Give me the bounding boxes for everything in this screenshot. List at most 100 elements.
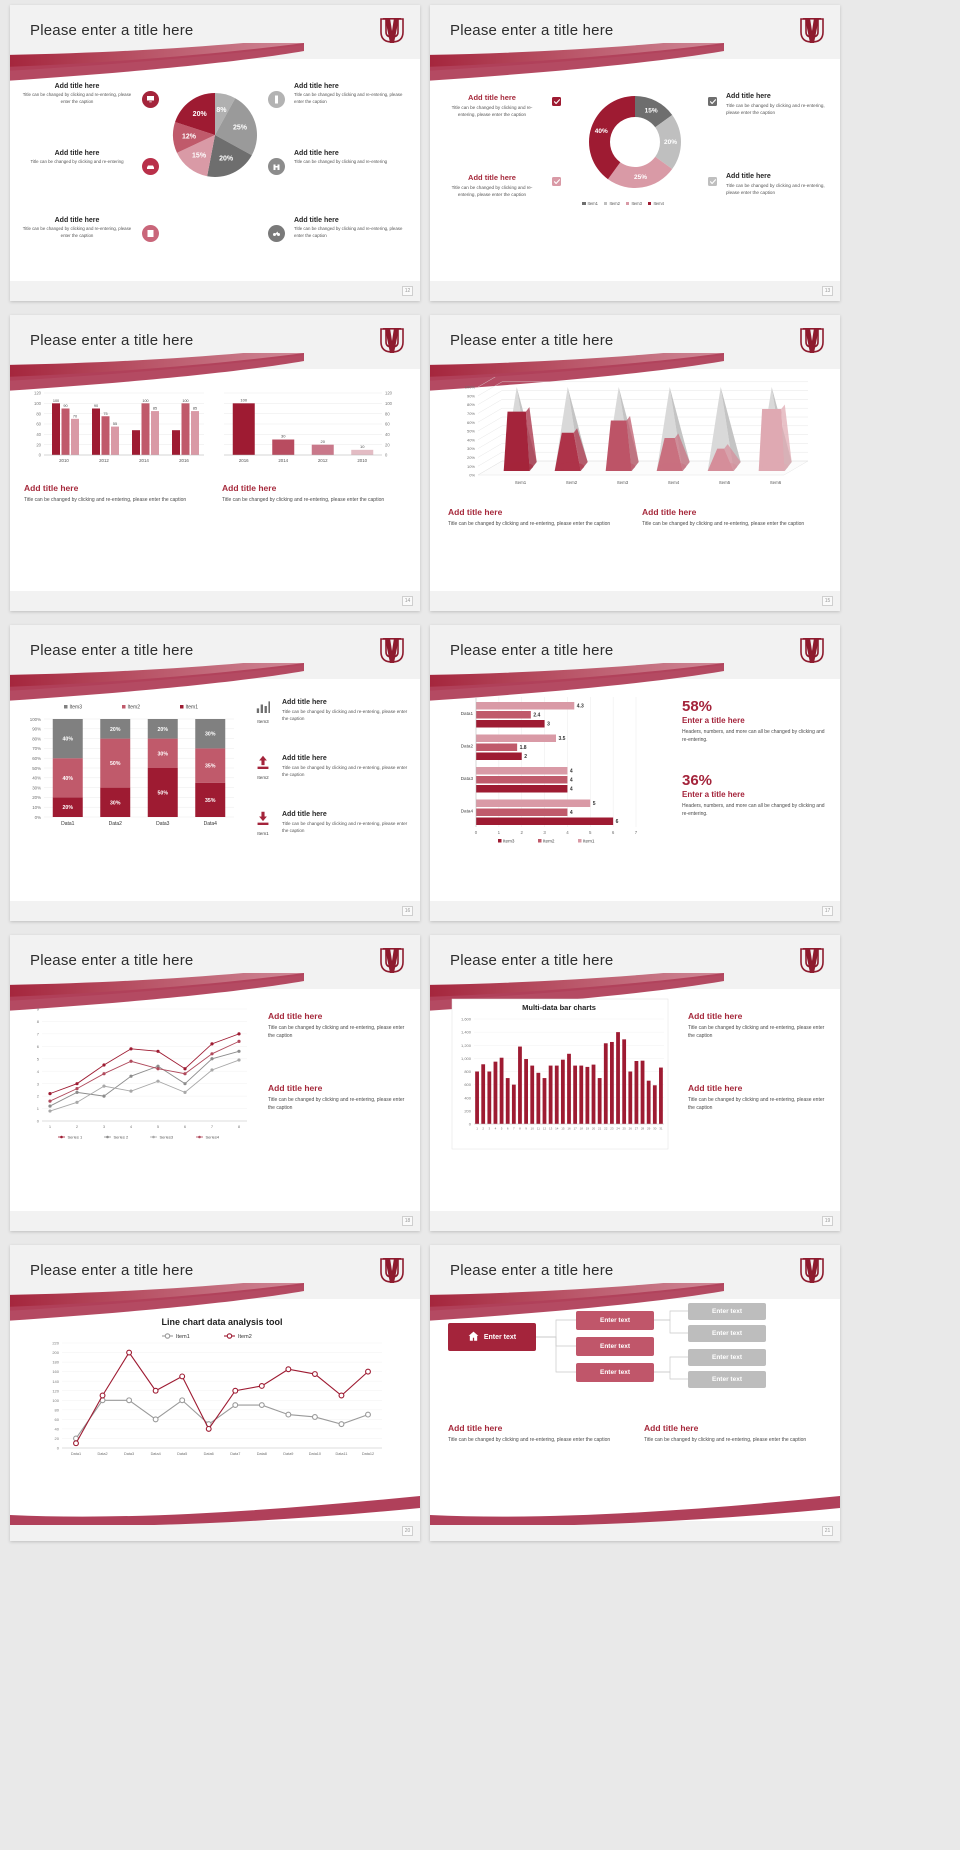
svg-text:2014: 2014 [139,458,149,463]
check-icon [709,98,716,104]
page-number: 18 [402,1216,413,1226]
caption-body: Title can be changed by clicking and re-… [688,1025,825,1039]
svg-text:Data3: Data3 [461,776,474,781]
home-icon [468,1331,479,1341]
vu-monogram-logo [800,638,824,663]
caption-body: Title can be changed by clicking and re-… [644,1437,807,1443]
vu-monogram-logo [800,18,824,43]
flow-mid-node[interactable]: Enter text [576,1337,654,1356]
svg-text:90: 90 [63,404,67,408]
text-block: Add title here Title can be changed by cl… [444,173,540,198]
svg-text:1: 1 [37,1106,40,1111]
svg-text:8%: 8% [216,107,227,114]
checkbox-icon[interactable] [552,97,561,106]
svg-text:120: 120 [34,391,42,396]
svg-text:25: 25 [622,1127,626,1131]
svg-text:20%: 20% [158,727,169,733]
svg-text:90%: 90% [32,727,41,732]
text-block-title: Add title here [468,93,516,102]
svg-text:Data4: Data4 [151,1452,161,1456]
vu-monogram-logo [380,18,404,43]
slide-15: Please enter a title here 15 0% 10% 20% 30% 40… [430,315,840,611]
svg-text:Item1: Item1 [515,480,527,485]
book-icon-badge [142,225,159,242]
svg-text:6: 6 [37,1044,40,1049]
svg-text:35%: 35% [205,764,216,770]
svg-text:3: 3 [547,722,550,728]
slide-footer [10,281,420,301]
svg-text:3: 3 [488,1127,490,1131]
svg-text:2016: 2016 [239,458,249,463]
slide-header: Please enter a title here [430,315,840,369]
legend-swatch [625,201,630,206]
caption-block: Add title here Title can be changed by cl… [644,1423,826,1444]
checkbox-icon[interactable] [708,177,717,186]
flow-root-node[interactable]: Enter text [448,1323,536,1351]
svg-text:5: 5 [589,830,592,835]
page-number: 20 [402,1526,413,1536]
svg-text:5: 5 [501,1127,503,1131]
slide-header: Please enter a title here [430,1245,840,1299]
text-block: Add title here Title can be changed by cl… [282,755,410,778]
svg-text:Multi-data bar charts: Multi-data bar charts [522,1003,596,1012]
checkbox-icon[interactable] [552,177,561,186]
svg-text:Data7: Data7 [230,1452,240,1456]
svg-text:30%: 30% [158,751,169,757]
vu-monogram-logo [800,328,824,353]
flow-mid-node[interactable]: Enter text [576,1311,654,1330]
svg-text:24: 24 [616,1127,620,1131]
svg-text:Item1: Item1 [176,1334,190,1340]
svg-text:20%: 20% [664,139,677,146]
svg-text:60%: 60% [467,420,475,425]
svg-text:4: 4 [495,1127,497,1131]
svg-text:23: 23 [610,1127,614,1131]
flow-leaf-node[interactable]: Enter text [688,1349,766,1366]
svg-text:85: 85 [193,407,197,411]
slide-12: Please enter a title here 12 8% 25% 20% 15% 12… [10,5,420,301]
svg-text:40%: 40% [63,776,74,782]
slide-16: Please enter a title here 16 0% 10% 20% 30% 40… [10,625,420,921]
svg-text:4: 4 [37,1069,40,1074]
svg-text:55: 55 [113,422,117,426]
caption-block: Add title here Title can be changed by cl… [24,483,204,504]
svg-text:27: 27 [635,1127,639,1131]
svg-text:1,600: 1,600 [461,1017,472,1022]
stat-title: Enter a title here [682,789,745,799]
home-icon-wrap [468,1331,479,1344]
slide-title: Please enter a title here [30,22,194,39]
svg-text:Data9: Data9 [283,1452,293,1456]
text-block-title: Add title here [468,173,516,182]
svg-text:7: 7 [37,1031,40,1036]
svg-text:2: 2 [37,1094,40,1099]
caption-title: Add title here [222,483,277,493]
vu-monogram-logo [380,328,404,353]
svg-text:Data3: Data3 [156,821,170,827]
caption-title: Add title here [268,1083,323,1093]
slide-title: Please enter a title here [450,1262,614,1279]
checkbox-icon[interactable] [708,97,717,106]
flow-leaf-node[interactable]: Enter text [688,1371,766,1388]
svg-text:100%: 100% [465,385,476,390]
svg-text:2016: 2016 [179,458,189,463]
flow-mid-node[interactable]: Enter text [576,1363,654,1382]
text-block-body: Title can be changed by clicking and re-… [282,821,408,834]
slide-header: Please enter a title here [430,5,840,59]
text-block: Add title here Title can be changed by cl… [282,811,410,834]
flow-leaf-node[interactable]: Enter text [688,1325,766,1342]
flow-leaf-node[interactable]: Enter text [688,1303,766,1320]
page-number: 15 [822,596,833,606]
svg-text:40%: 40% [32,776,41,781]
svg-text:1: 1 [498,830,501,835]
svg-text:30%: 30% [32,785,41,790]
svg-text:5: 5 [157,1124,160,1129]
svg-text:30%: 30% [205,732,216,738]
svg-text:35%: 35% [205,798,216,804]
stat-value: 36% [682,772,713,789]
svg-text:100: 100 [53,399,59,403]
vu-monogram-logo [380,948,404,973]
svg-text:80: 80 [385,411,390,416]
slide-title: Please enter a title here [30,952,194,969]
text-block: Add title here Title can be changed by cl… [22,150,132,166]
flow-root-label: Enter text [483,1333,517,1341]
svg-text:Data2: Data2 [97,1452,107,1456]
